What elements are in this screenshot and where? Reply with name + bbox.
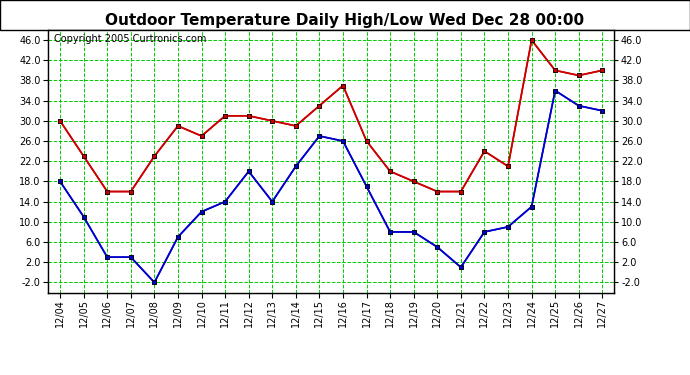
Text: Outdoor Temperature Daily High/Low Wed Dec 28 00:00: Outdoor Temperature Daily High/Low Wed D… [106, 13, 584, 28]
Text: Copyright 2005 Curtronics.com: Copyright 2005 Curtronics.com [54, 34, 206, 44]
